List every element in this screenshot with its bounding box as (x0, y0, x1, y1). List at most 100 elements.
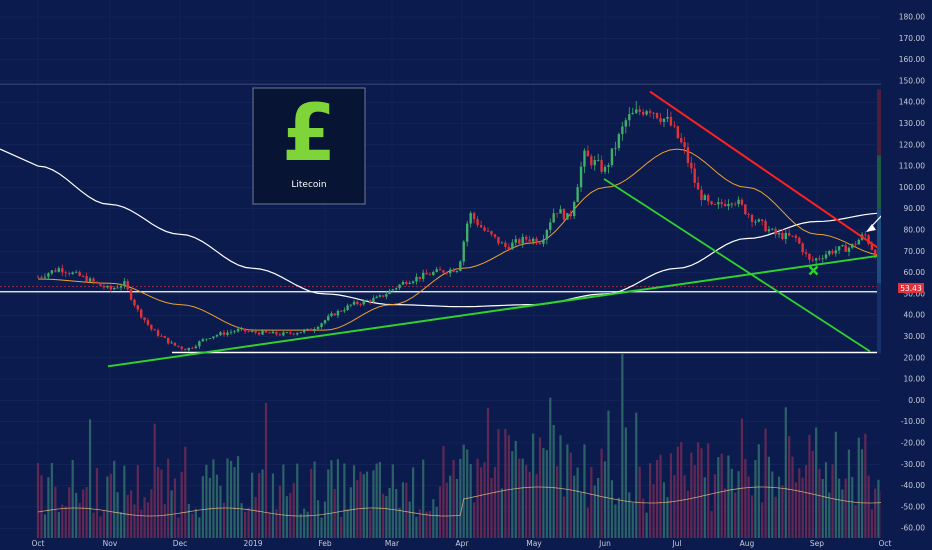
volume-bar (442, 445, 445, 538)
volume-bar (720, 453, 723, 538)
channel-trendline (603, 178, 871, 353)
candle-body (824, 254, 828, 259)
candle-body (208, 338, 212, 339)
candle-body (401, 282, 405, 285)
candle-body (857, 239, 860, 245)
volume-bar (75, 492, 78, 538)
candle-body (240, 328, 243, 330)
candle-body (740, 199, 744, 205)
volume-bar (455, 479, 459, 538)
candle-body (854, 243, 857, 245)
candle-body (415, 276, 418, 282)
volume-bar (146, 502, 150, 538)
volume-bar (818, 468, 821, 538)
price-tick-label: 70.00 (904, 247, 926, 256)
volume-bar (95, 468, 99, 538)
volume-bar (469, 463, 472, 538)
volume-bar (493, 466, 497, 538)
candle-body (603, 166, 607, 172)
volume-bar (576, 467, 579, 538)
volume-bar (690, 452, 693, 538)
volume-bar (459, 458, 462, 538)
candle-body (445, 272, 449, 274)
volume-bar (150, 489, 153, 538)
candle-body (873, 249, 877, 258)
arrow-head-icon (866, 224, 876, 232)
candle-body (814, 258, 818, 261)
volume-bar (362, 474, 365, 538)
candle-body (102, 285, 106, 288)
price-axis[interactable]: 180.00 170.00 160.00 150.00 140.00 130.00 120.… (881, 0, 932, 550)
candle-body (327, 316, 330, 321)
candle-body (700, 189, 703, 201)
cross-marker-icon (808, 265, 819, 276)
volume-bar (514, 440, 517, 538)
volume-bar (247, 507, 250, 538)
volume-bar (603, 461, 607, 538)
volume-bar (333, 488, 336, 538)
candle-body (109, 285, 113, 290)
candle-body (794, 235, 798, 238)
candle-body (593, 160, 596, 166)
candle-body (418, 276, 422, 279)
volume-bar (320, 517, 323, 538)
volume-bar (828, 492, 831, 538)
volume-bar (462, 444, 465, 538)
volume-bar (285, 496, 288, 538)
volume-bar (323, 501, 327, 538)
volume-bar (635, 412, 638, 538)
candle-body (153, 329, 156, 331)
volume-bar (261, 469, 264, 538)
candle-body (385, 294, 388, 297)
candle-body (201, 339, 205, 342)
candle-body (469, 213, 472, 224)
volume-bar (532, 433, 535, 538)
candle-body (36, 276, 40, 278)
candle-body (343, 310, 346, 312)
candle-body (641, 111, 645, 115)
candle-body (428, 274, 432, 276)
candle-body (723, 204, 727, 207)
candle-body (136, 305, 140, 310)
time-tick-label: Dec (173, 539, 188, 548)
candle-body (483, 227, 486, 231)
time-axis[interactable]: Oct Nov Dec 2019 Feb Mar Apr May Jun Jul Aug Sep Oct (32, 539, 892, 548)
candle-body (309, 328, 313, 331)
volume-bar (85, 486, 88, 538)
candle-body (296, 333, 299, 335)
candle-body (140, 309, 143, 318)
volume-bar (296, 463, 299, 538)
volume-bar (607, 410, 610, 538)
volume-bar (521, 458, 524, 538)
last-price-label: 53.43 (900, 284, 922, 293)
volume-bar (583, 444, 586, 538)
candle-body (264, 330, 268, 333)
candle-body (569, 213, 572, 217)
volume-bar (257, 473, 261, 538)
candle-body (448, 269, 452, 274)
volume-bar (133, 504, 136, 538)
volume-bar (747, 476, 750, 538)
candle-body (150, 324, 153, 330)
volume-bar (727, 455, 730, 538)
price-tick-label: 0.00 (908, 396, 925, 405)
volume-bar (292, 483, 295, 538)
candle-body (160, 335, 163, 337)
volume-bar (219, 485, 222, 538)
candle-body (851, 243, 854, 248)
volume-bar (473, 502, 476, 538)
time-tick-label: Aug (740, 539, 755, 548)
candle-body (524, 236, 528, 240)
volume-bar (761, 502, 764, 538)
volume-bar (401, 482, 405, 538)
price-tick-label: 160.00 (899, 55, 925, 64)
candle-body (834, 250, 838, 254)
volume-bar (798, 468, 801, 538)
volume-bar (655, 460, 659, 538)
volume-bar (205, 464, 208, 538)
volume-bar (352, 465, 356, 538)
time-tick-label: Jul (671, 539, 681, 548)
price-tick-label: -20.00 (901, 439, 925, 448)
